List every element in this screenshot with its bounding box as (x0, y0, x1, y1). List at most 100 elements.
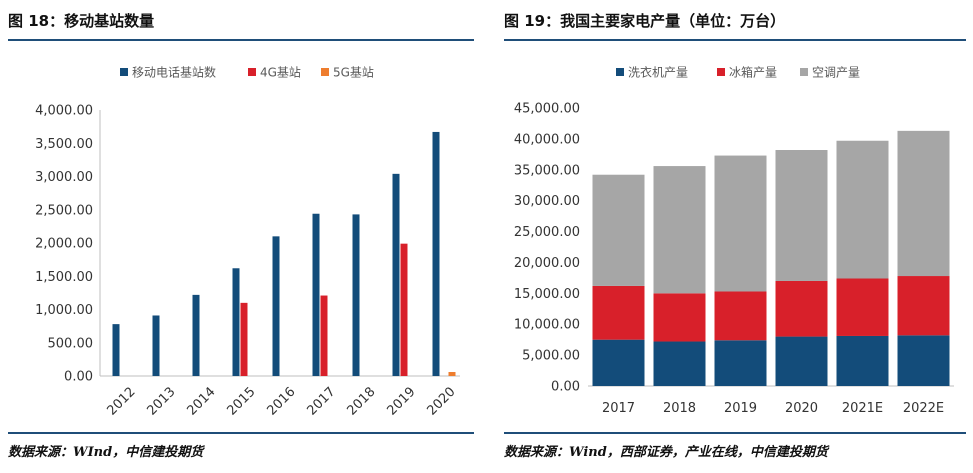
legend-swatch-1 (248, 68, 256, 76)
y-tick-label: 500.00 (48, 336, 94, 351)
y-tick-label: 20,000.00 (514, 256, 580, 271)
bar-冰箱产量-2018 (653, 293, 706, 342)
y-tick-label: 30,000.00 (514, 194, 580, 209)
legend-label-0: 洗衣机产量 (628, 65, 688, 80)
category-group-2015 (232, 268, 248, 376)
bar-空调产量-2017 (592, 174, 645, 286)
category-group-2013 (152, 315, 160, 376)
legend-swatch-2 (321, 68, 329, 76)
y-tick-label: 10,000.00 (514, 318, 580, 333)
bar-移动电话基站数-2020 (432, 131, 440, 376)
bar-冰箱产量-2021E (836, 278, 889, 336)
category-group-2016 (272, 236, 280, 376)
x-tick-label: 2020 (425, 385, 459, 419)
legend-label-1: 冰箱产量 (729, 65, 777, 80)
bar-移动电话基站数-2017 (312, 213, 320, 376)
left-footer-rule (8, 432, 474, 434)
x-tick-label: 2022E (903, 401, 944, 416)
bar-4G基站-2017 (320, 295, 328, 376)
bar-冰箱产量-2019 (714, 291, 767, 341)
y-tick-label: 45,000.00 (514, 102, 580, 117)
x-tick-label: 2021E (842, 401, 883, 416)
x-tick-label: 2018 (345, 385, 379, 419)
y-tick-label: 35,000.00 (514, 163, 580, 178)
x-tick-label: 2016 (265, 385, 299, 419)
bar-移动电话基站数-2019 (392, 173, 400, 376)
x-tick-label: 2019 (724, 401, 757, 416)
category-group-2020 (432, 131, 456, 376)
stack-2021E (836, 140, 889, 386)
x-tick-label: 2015 (225, 385, 259, 419)
right-chart-title: 图 19：我国主要家电产量（单位：万台） (504, 12, 786, 30)
bar-洗衣机产量-2021E (836, 335, 889, 386)
category-group-2019 (392, 173, 408, 376)
y-tick-label: 0.00 (64, 370, 93, 385)
x-tick-label: 2020 (785, 401, 818, 416)
legend-label-2: 空调产量 (812, 66, 860, 80)
category-group-2012 (112, 324, 120, 376)
bar-冰箱产量-2017 (592, 285, 645, 340)
bar-洗衣机产量-2018 (653, 341, 706, 386)
legend-swatch-0 (616, 68, 624, 76)
x-tick-label: 2013 (145, 385, 179, 419)
right-title-rule (504, 39, 966, 41)
y-tick-label: 1,500.00 (35, 270, 93, 285)
y-tick-label: 15,000.00 (514, 287, 580, 302)
base-station-chart: 移动电话基站数 4G基站 5G基站 0.00 500.00 1,000.00 1,500.0… (35, 65, 460, 419)
y-tick-label: 2,500.00 (35, 203, 93, 218)
legend: 洗衣机产量 冰箱产量 空调产量 (616, 65, 860, 80)
legend-label-1: 4G基站 (260, 66, 301, 80)
x-tick-label: 2018 (663, 401, 696, 416)
left-source-note: 数据来源：WInd，中信建投期货 (8, 445, 204, 460)
left-chart-title: 图 18：移动基站数量 (8, 12, 155, 30)
bar-空调产量-2019 (714, 155, 767, 292)
category-group-2017 (312, 213, 328, 376)
y-tick-label: 3,500.00 (35, 137, 93, 152)
legend-label-2: 5G基站 (333, 66, 374, 80)
bar-4G基站-2019 (400, 243, 408, 376)
right-source-note: 数据来源：Wind，西部证券，产业在线，中信建投期货 (504, 445, 828, 460)
category-group-2014 (192, 294, 200, 376)
y-tick-label: 3,000.00 (35, 170, 93, 185)
stack-2017 (592, 174, 645, 386)
y-tick-label: 0.00 (551, 380, 580, 395)
legend-swatch-0 (120, 68, 128, 76)
y-tick-label: 25,000.00 (514, 225, 580, 240)
bar-洗衣机产量-2017 (592, 339, 645, 386)
bar-移动电话基站数-2018 (352, 214, 360, 376)
x-tick-label: 2017 (305, 385, 339, 419)
bar-移动电话基站数-2016 (272, 236, 280, 376)
stack-2022E (897, 130, 950, 386)
bar-移动电话基站数-2012 (112, 324, 120, 376)
bar-冰箱产量-2022E (897, 276, 950, 336)
bar-4G基站-2015 (240, 302, 248, 376)
y-tick-label: 5,000.00 (522, 349, 580, 364)
x-tick-label: 2012 (105, 385, 139, 419)
y-tick-label: 40,000.00 (514, 132, 580, 147)
bar-移动电话基站数-2015 (232, 268, 240, 376)
bar-移动电话基站数-2014 (192, 294, 200, 376)
bar-冰箱产量-2020 (775, 280, 828, 337)
legend-label-0: 移动电话基站数 (132, 65, 216, 80)
stack-2020 (775, 150, 828, 386)
stack-2019 (714, 155, 767, 386)
bar-移动电话基站数-2013 (152, 315, 160, 376)
x-tick-label: 2019 (385, 385, 419, 419)
category-group-2018 (352, 214, 360, 376)
bar-洗衣机产量-2019 (714, 340, 767, 386)
right-footer-rule (504, 432, 966, 434)
legend: 移动电话基站数 4G基站 5G基站 (120, 65, 374, 80)
bar-洗衣机产量-2020 (775, 336, 828, 386)
bar-空调产量-2020 (775, 150, 828, 281)
x-tick-label: 2017 (602, 401, 635, 416)
bar-空调产量-2021E (836, 140, 889, 279)
bar-空调产量-2022E (897, 130, 950, 277)
x-tick-label: 2014 (185, 385, 219, 419)
stack-2018 (653, 166, 706, 386)
y-tick-label: 1,000.00 (35, 303, 93, 318)
bar-5G基站-2020 (448, 372, 456, 376)
legend-swatch-1 (717, 68, 725, 76)
y-tick-label: 4,000.00 (35, 104, 93, 119)
left-title-rule (8, 39, 474, 41)
bar-空调产量-2018 (653, 166, 706, 294)
